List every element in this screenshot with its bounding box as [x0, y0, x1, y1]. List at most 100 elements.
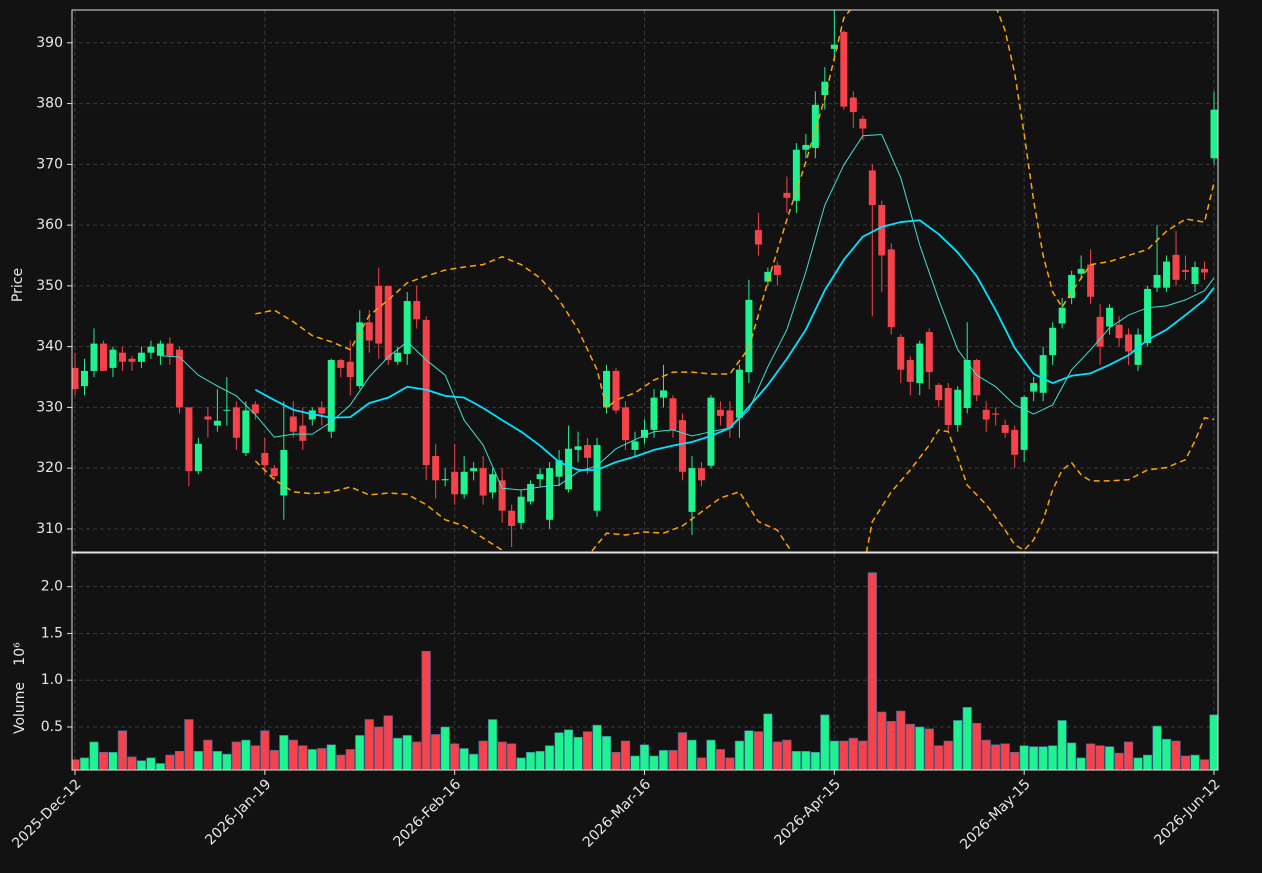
volume-bar	[79, 757, 90, 770]
volume-bar	[431, 734, 441, 770]
volume-bar	[516, 757, 526, 770]
y-tick-label: 320	[36, 460, 63, 476]
volume-bar	[1171, 740, 1181, 770]
volume-bar	[1104, 746, 1115, 770]
volume-bar	[1114, 752, 1124, 770]
y-tick-label: 340	[36, 339, 63, 355]
overlay-line	[160, 134, 1215, 491]
candle-body	[384, 285, 392, 360]
candle-body	[792, 149, 800, 201]
volume-bar	[222, 753, 232, 770]
candle-body	[906, 359, 914, 382]
candle-body	[80, 370, 88, 387]
candle-body	[413, 301, 421, 320]
candle-body	[470, 468, 478, 472]
volume-bar	[820, 714, 830, 770]
candle-body	[109, 349, 117, 368]
volume-bar	[440, 726, 450, 770]
volume-bar	[1152, 725, 1162, 770]
volume-bar	[507, 743, 517, 770]
candle-body	[802, 144, 810, 150]
volume-bar	[592, 724, 602, 770]
volume-axis-label: Volume	[12, 682, 28, 734]
volume-bar	[668, 750, 678, 770]
volume-bar	[991, 744, 1001, 770]
candle-body	[403, 301, 411, 354]
volume-bar	[193, 750, 203, 770]
candle-body	[1068, 274, 1076, 299]
candle-body	[1115, 324, 1123, 339]
candle-body	[992, 413, 1000, 415]
volume-bar	[127, 756, 137, 770]
volume-bar	[374, 726, 384, 770]
candle-body	[517, 496, 525, 523]
volume-bar	[801, 750, 811, 770]
volume-bar	[1076, 757, 1086, 770]
volume-bar	[848, 737, 858, 770]
volume-frame	[71, 552, 1219, 771]
candle-body	[565, 448, 573, 490]
volume-scale-label: 10⁶	[12, 642, 28, 666]
volume-bar	[459, 748, 469, 770]
candle-body	[251, 404, 259, 414]
volume-bar	[307, 749, 317, 770]
volume-bar	[336, 754, 346, 770]
volume-bar	[535, 750, 545, 770]
price-panel	[72, 10, 1218, 548]
candle-body	[1201, 268, 1209, 273]
volume-bar	[288, 739, 298, 770]
volume-bar	[146, 757, 156, 770]
candle-body	[261, 452, 269, 466]
volume-bar	[877, 711, 887, 770]
candle-body	[764, 271, 772, 282]
candle-body	[432, 455, 440, 481]
candle-body	[508, 510, 516, 526]
candle-body	[299, 425, 307, 441]
candle-body	[1011, 429, 1019, 455]
volume-bar	[886, 721, 896, 770]
volume-bar	[905, 723, 915, 770]
candle-body	[830, 44, 838, 49]
candle-body	[878, 205, 886, 256]
candle-body	[1096, 316, 1104, 347]
candle-body	[622, 407, 630, 441]
volume-bar	[915, 726, 925, 770]
candle-body	[479, 468, 487, 496]
y-tick-label: 1.0	[41, 672, 63, 688]
y-tick-label: 2.0	[41, 579, 63, 595]
overlay-line	[254, 416, 1215, 552]
volume-bar	[1123, 741, 1134, 770]
volume-bar	[326, 744, 336, 770]
volume-bar	[943, 740, 953, 770]
candle-body	[963, 359, 971, 408]
volume-bar	[772, 741, 782, 770]
volume-bar	[934, 745, 944, 770]
candle-body	[194, 443, 202, 472]
volume-bar	[981, 739, 991, 770]
volume-bar	[136, 760, 147, 770]
volume-bar	[972, 722, 982, 770]
volume-bar	[355, 735, 365, 770]
volume-bar	[1057, 720, 1067, 770]
candle-body	[318, 407, 326, 414]
y-tick-label: 350	[36, 278, 63, 294]
volume-bar	[1048, 745, 1058, 770]
volume-bar	[260, 730, 270, 770]
candle-body	[1172, 254, 1180, 280]
candle-body	[612, 370, 620, 411]
volume-bar	[231, 741, 241, 770]
volume-bar	[450, 743, 460, 770]
volume-bar	[469, 753, 479, 770]
candle-body	[1134, 334, 1142, 365]
volume-bar	[1086, 743, 1096, 770]
volume-bar	[364, 719, 374, 770]
volume-bar	[1038, 746, 1048, 770]
volume-bar	[839, 740, 849, 770]
candle-body	[783, 192, 791, 198]
candle-body	[754, 229, 762, 245]
candle-body	[289, 416, 297, 432]
candle-body	[982, 409, 990, 420]
volume-bar	[924, 728, 934, 770]
candle-body	[1049, 327, 1057, 356]
